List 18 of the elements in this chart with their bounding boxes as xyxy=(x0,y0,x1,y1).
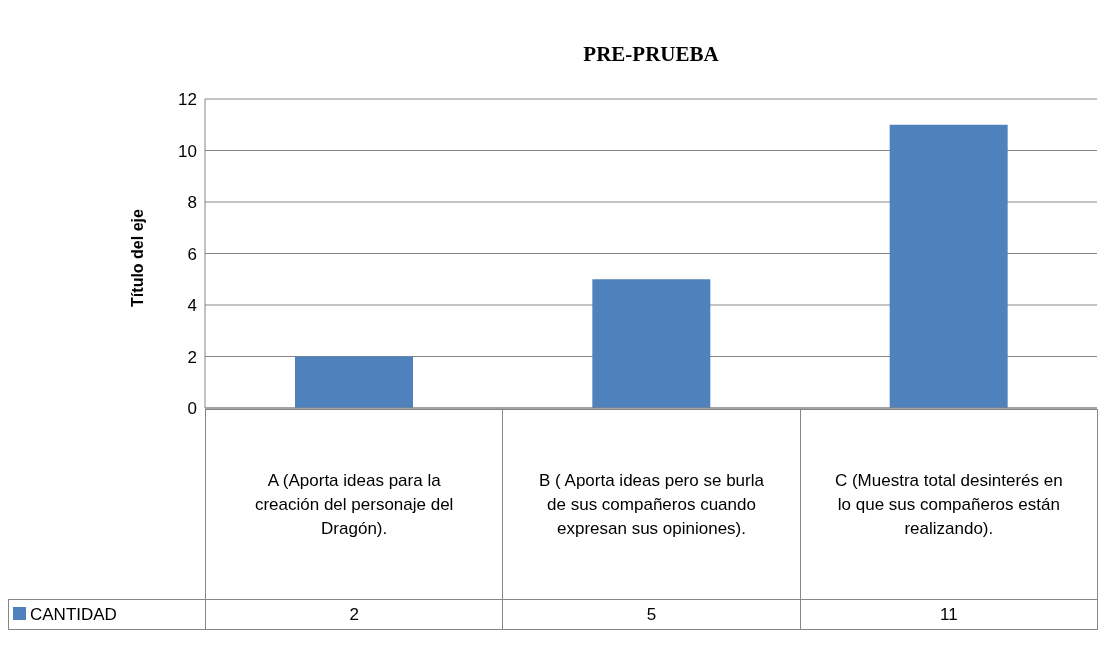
bar xyxy=(889,124,1008,408)
bar xyxy=(295,356,413,408)
y-tick-label: 0 xyxy=(187,399,197,419)
legend-label: CANTIDAD xyxy=(8,599,206,630)
chart-title: PRE-PRUEBA xyxy=(582,42,720,67)
data-label: 5 xyxy=(502,599,801,630)
x-tick-label: A (Aporta ideas para la creación del personaje del Dragón). xyxy=(205,409,503,600)
y-tick-label: 10 xyxy=(178,141,197,161)
bar xyxy=(592,279,711,408)
y-axis-title: Título del eje xyxy=(129,209,147,307)
x-tick-label: B ( Aporta ideas pero se burla de sus compañeros cuando expresan sus opiniones). xyxy=(502,409,801,600)
y-tick-label: 2 xyxy=(187,347,197,367)
y-tick-label: 6 xyxy=(187,244,197,264)
y-tick-label: 4 xyxy=(187,296,197,316)
y-tick-label: 8 xyxy=(187,193,197,213)
x-tick-label: C (Muestra total desinterés en lo que sus compañeros están realizando). xyxy=(800,409,1098,600)
y-tick-label: 12 xyxy=(178,90,197,110)
data-label: 11 xyxy=(800,599,1098,630)
